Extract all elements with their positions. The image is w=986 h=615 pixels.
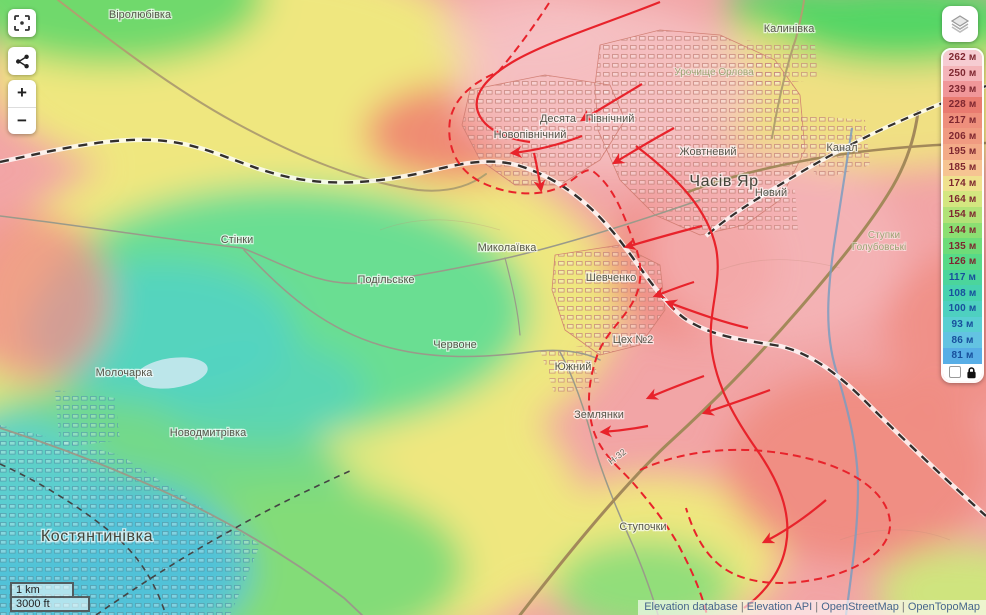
canal-line: [827, 127, 860, 615]
legend-opacity-checkbox[interactable]: [948, 366, 961, 379]
attribution-link[interactable]: Elevation API: [746, 601, 813, 613]
map-label: Північний: [586, 113, 635, 125]
fullscreen-button[interactable]: [8, 9, 36, 37]
attack-arrow: [652, 280, 695, 299]
attack-arrow: [509, 134, 583, 159]
map-label: Віролюбівка: [109, 9, 172, 21]
attack-arrow: [701, 388, 771, 416]
lock-icon[interactable]: [966, 366, 977, 379]
map-label: Жовтневий: [679, 146, 736, 158]
legend-row: 262 м: [943, 50, 982, 66]
legend-row: 239 м: [943, 81, 982, 98]
map-label: Голубовські: [852, 241, 906, 253]
map-label: Ступочки: [619, 521, 666, 533]
map-label: Урочище Орлова: [674, 67, 754, 78]
attribution-link[interactable]: OpenStreetMap: [821, 601, 899, 613]
legend-row: 250 м: [943, 65, 982, 82]
map-label: Червоне: [433, 339, 477, 351]
front-line-layer: [448, 0, 892, 615]
map-label: Канал: [826, 142, 857, 154]
focus-corners-icon: [14, 15, 30, 31]
map-label: Десята: [540, 113, 577, 125]
urban-areas: [0, 29, 870, 615]
zoom-in-button[interactable]: +: [8, 80, 36, 108]
attack-arrow: [579, 83, 643, 122]
legend-row: 164 м: [943, 191, 982, 207]
map-label: Цех №2: [613, 334, 654, 346]
attack-arrow: [645, 374, 705, 400]
layers-icon: [950, 15, 970, 33]
scale-km: 1 km: [10, 582, 74, 596]
legend-row: 100 м: [943, 301, 982, 317]
attribution-separator: |: [812, 601, 822, 613]
legend-row: 135 м: [943, 238, 982, 254]
legend-controls: [943, 363, 982, 381]
map-label: Подільське: [357, 274, 414, 286]
scale-control: 1 km 3000 ft: [10, 582, 90, 612]
attribution-separator: |: [898, 601, 908, 613]
legend-row: 154 м: [943, 206, 982, 223]
map-label: Стінки: [221, 234, 253, 246]
legend-row: 108 м: [943, 285, 982, 301]
legend-row: 144 м: [943, 222, 982, 239]
contour-lines: [379, 219, 951, 541]
legend-row: 174 м: [943, 175, 982, 192]
map-label: Новий: [755, 187, 787, 199]
scale-ft: 3000 ft: [10, 596, 90, 612]
map-label: Шевченко: [586, 272, 637, 284]
legend-row: 217 м: [943, 112, 982, 129]
legend-row: 126 м: [943, 253, 982, 270]
attack-arrow: [599, 424, 649, 438]
attribution-bar: Elevation database | Elevation API | Ope…: [638, 600, 986, 615]
legend-row: 185 м: [943, 159, 982, 176]
share-nodes-icon: [15, 54, 29, 68]
elevation-legend: 262 м 250 м 239 м 228 м 217 м 206 м 195 м 185 м…: [941, 48, 984, 383]
front-line-dashed: [448, 2, 708, 615]
advance-curve-east: [635, 145, 789, 609]
attack-arrow: [761, 499, 827, 544]
attack-arrow: [611, 127, 675, 165]
map-label: Миколаївка: [478, 242, 538, 254]
attack-arrow: [623, 224, 703, 251]
pond: [136, 357, 208, 389]
map-label: Землянки: [574, 409, 624, 421]
attribution-link[interactable]: OpenTopoMap: [907, 601, 980, 613]
layers-button[interactable]: [942, 6, 978, 42]
legend-row: 81 м: [943, 348, 982, 364]
legend-row: 117 м: [943, 269, 982, 286]
zoom-out-button[interactable]: −: [17, 110, 27, 130]
map-label: Часів Яр: [689, 173, 758, 190]
zoom-control: + −: [8, 80, 36, 134]
attack-arrows-layer: [509, 83, 827, 544]
attack-arrow: [532, 152, 546, 193]
attribution-separator: |: [737, 601, 747, 613]
map-label: Ступки: [868, 230, 900, 241]
map-label: Молочарка: [96, 367, 154, 379]
legend-row: 228 м: [943, 97, 982, 113]
place-labels-layer: Віролюбівка Калинівка Урочище Орлова Жовтне…: [39, 8, 907, 547]
advance-curve-north: [475, 0, 661, 144]
railways: [0, 84, 986, 615]
share-button[interactable]: [8, 47, 36, 75]
legend-row: 195 м: [943, 144, 982, 160]
legend-row: 206 м: [943, 128, 982, 145]
attack-arrow: [664, 299, 749, 330]
legend-row: 86 м: [943, 332, 982, 349]
legend-row: 93 м: [943, 316, 982, 333]
attribution-link[interactable]: Elevation database: [644, 601, 738, 613]
map-label: Новодмитрівка: [170, 427, 247, 439]
map-label: Новопівнічний: [494, 129, 567, 141]
map-label: Костянтинівка: [41, 528, 153, 545]
map-label: Южний: [555, 361, 592, 373]
map-label: Калинівка: [764, 23, 816, 35]
